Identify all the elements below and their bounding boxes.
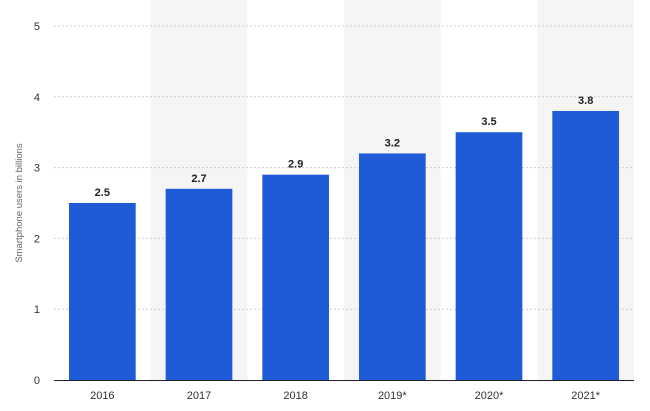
bar (262, 174, 330, 380)
y-tick-label: 0 (34, 375, 40, 387)
x-tick-label: 2018 (283, 390, 307, 402)
bar (358, 153, 426, 380)
y-tick-label: 3 (34, 163, 40, 175)
x-tick-label: 2019* (378, 390, 407, 402)
y-tick-label: 4 (34, 92, 40, 104)
data-label: 3.2 (385, 137, 400, 149)
x-tick-label: 2017 (187, 390, 211, 402)
bar (68, 203, 136, 380)
bar (552, 110, 620, 381)
bars (68, 110, 620, 381)
data-label: 2.5 (95, 187, 110, 199)
data-label: 2.9 (288, 159, 303, 171)
x-axis: 2016 2017 2018 2019* 2020* 2021* (90, 390, 601, 402)
gridlines (54, 25, 634, 310)
y-tick-label: 2 (34, 233, 40, 245)
y-axis: 0 1 2 3 4 5 (34, 21, 40, 387)
bar (455, 132, 523, 380)
data-label: 3.5 (481, 116, 496, 128)
data-label: 2.7 (191, 173, 206, 185)
data-label: 3.8 (578, 95, 593, 107)
data-labels: 2.5 2.7 2.9 3.2 3.5 3.8 (95, 95, 594, 199)
x-tick-label: 2021* (571, 390, 600, 402)
x-tick-label: 2016 (90, 390, 114, 402)
x-tick-label: 2020* (475, 390, 504, 402)
y-tick-label: 1 (34, 304, 40, 316)
bar (165, 188, 233, 380)
y-tick-label: 5 (34, 21, 40, 33)
y-axis-title: Smartphone users in billions (14, 143, 25, 263)
